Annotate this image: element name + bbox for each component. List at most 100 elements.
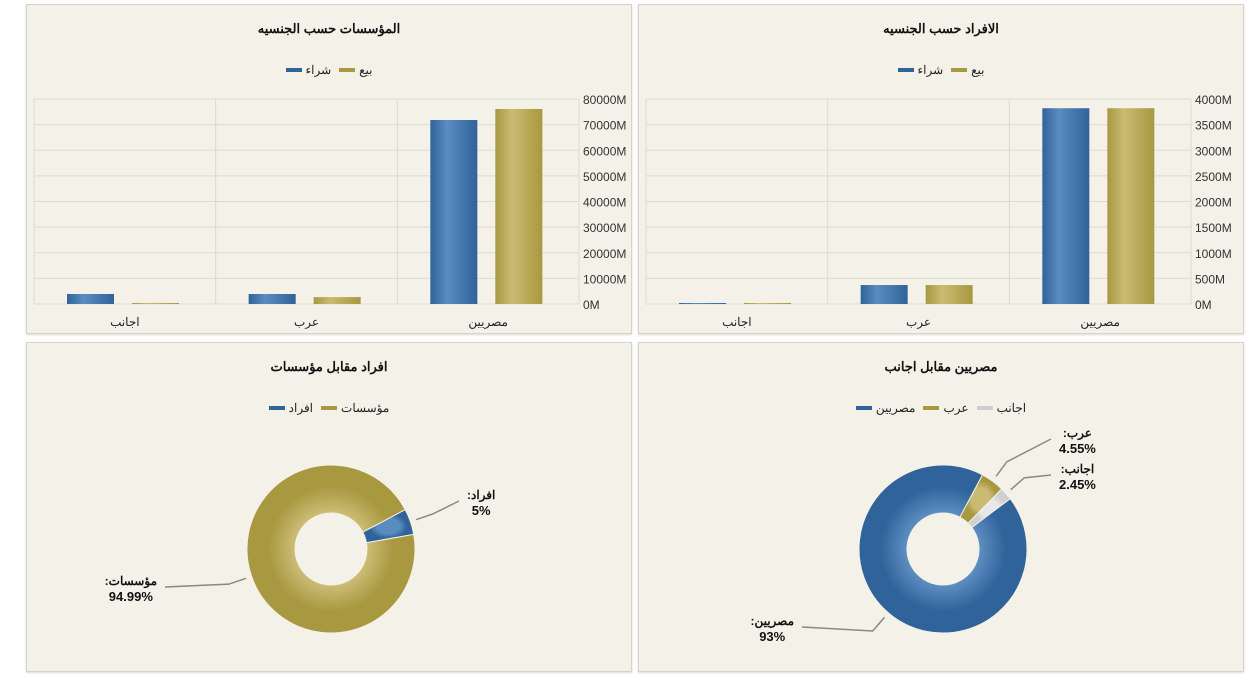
- bar-sell[interactable]: [495, 108, 543, 305]
- y-tick-label: 2000M: [1195, 196, 1232, 210]
- y-tick-label: 3500M: [1195, 119, 1232, 133]
- legend-swatch: [976, 406, 993, 410]
- legend-label: اجانب: [996, 401, 1027, 415]
- data-label-name: اجانب:: [1060, 462, 1095, 476]
- legend-label: شراء: [917, 63, 944, 77]
- leader-line: [801, 616, 885, 632]
- data-label-value: 2.45%: [1059, 477, 1096, 492]
- donut-slice[interactable]: [246, 464, 416, 634]
- bar-sell[interactable]: [744, 303, 791, 304]
- y-tick-label: 60000M: [583, 144, 626, 158]
- legend-label: افراد: [288, 401, 314, 415]
- data-label-name: افراد:: [467, 488, 496, 502]
- chart-title: الافراد حسب الجنسيه: [883, 21, 999, 36]
- legend-swatch: [285, 68, 302, 72]
- donut-plot: [801, 438, 1052, 634]
- leader-line: [995, 438, 1052, 477]
- y-tick-label: 3000M: [1195, 144, 1232, 158]
- chart-legend: بيع شراء: [639, 63, 1243, 77]
- chart-title: افراد مقابل مؤسسات: [270, 359, 388, 374]
- legend-swatch: [951, 68, 968, 72]
- chart-title: المؤسسات حسب الجنسيه: [257, 21, 401, 36]
- bar-plot: 0M 10000M 20000M 30000M 40000M 50000M 60000M 70…: [33, 93, 626, 329]
- data-label-name: مؤسسات:: [104, 574, 157, 588]
- bar-plot: 0M 500M 1000M 1500M 2000M 2500M 3000M 3500M 4000…: [645, 93, 1232, 329]
- chart-legend: اجانب عرب مصريين: [639, 401, 1243, 415]
- x-tick-label: عرب: [906, 315, 931, 329]
- legend-label: مصريين: [875, 401, 916, 415]
- data-label: مؤسسات: 94.99%: [105, 573, 157, 605]
- y-tick-label: 10000M: [583, 272, 626, 286]
- legend-label: بيع: [971, 63, 985, 77]
- bar-buy[interactable]: [430, 120, 478, 304]
- data-label: مصريين: 93%: [750, 613, 794, 645]
- legend-item-buy[interactable]: شراء: [285, 63, 332, 77]
- x-tick-label: عرب: [294, 315, 319, 329]
- data-label-value: 93%: [759, 629, 786, 644]
- bar-sell[interactable]: [925, 285, 973, 304]
- y-tick-label: 500M: [1195, 272, 1225, 286]
- bar-buy[interactable]: [248, 294, 296, 304]
- bar-buy[interactable]: [67, 294, 114, 304]
- data-label-value: 5%: [471, 503, 491, 518]
- leader-line: [164, 577, 247, 588]
- y-tick-label: 2500M: [1195, 170, 1232, 184]
- institutions-by-nationality-chart: المؤسسات حسب الجنسيه بيع شراء 0M 10000M 20…: [26, 4, 632, 334]
- bar-buy[interactable]: [679, 303, 726, 304]
- y-tick-label: 50000M: [583, 170, 626, 184]
- legend-item-arabs[interactable]: عرب: [923, 401, 969, 415]
- y-tick-label: 30000M: [583, 221, 626, 235]
- legend-label: شراء: [305, 63, 332, 77]
- leader-line: [1010, 474, 1052, 491]
- x-tick-label: اجانب: [722, 315, 752, 329]
- bar-sell[interactable]: [132, 302, 179, 304]
- data-label-name: مصريين:: [750, 614, 794, 628]
- data-label: اجانب: 2.45%: [1059, 461, 1096, 493]
- y-tick-label: 4000M: [1195, 93, 1232, 107]
- y-tick-label: 0M: [1195, 298, 1212, 312]
- data-label: عرب: 4.55%: [1059, 425, 1096, 457]
- chart-legend: بيع شراء: [27, 63, 631, 77]
- data-label-name: عرب:: [1062, 426, 1092, 440]
- leader-line: [415, 500, 460, 521]
- chart-legend: مؤسسات افراد: [27, 401, 631, 415]
- legend-swatch: [268, 406, 285, 410]
- bar-sell[interactable]: [1107, 108, 1155, 304]
- bar-buy[interactable]: [1042, 108, 1090, 304]
- x-tick-label: مصريين: [1080, 315, 1120, 329]
- y-tick-label: 20000M: [583, 247, 626, 261]
- y-tick-label: 1500M: [1195, 221, 1232, 235]
- legend-label: بيع: [359, 63, 373, 77]
- bar-sell[interactable]: [313, 297, 361, 304]
- legend-item-buy[interactable]: شراء: [897, 63, 944, 77]
- donut-plot: [164, 464, 460, 634]
- legend-item-sell[interactable]: بيع: [339, 63, 373, 77]
- egyptians-vs-foreigners-chart: مصريين مقابل اجانب اجانب عرب مصريين عرب:…: [638, 342, 1244, 672]
- legend-item-sell[interactable]: بيع: [951, 63, 985, 77]
- legend-swatch: [321, 406, 338, 410]
- donut-slice[interactable]: [858, 464, 1028, 634]
- legend-item-individuals[interactable]: افراد: [268, 401, 314, 415]
- x-tick-label: مصريين: [468, 315, 508, 329]
- y-tick-label: 70000M: [583, 119, 626, 133]
- bar-buy[interactable]: [860, 285, 908, 304]
- y-tick-label: 40000M: [583, 196, 626, 210]
- y-tick-label: 1000M: [1195, 247, 1232, 261]
- legend-label: عرب: [943, 401, 969, 415]
- y-tick-label: 80000M: [583, 93, 626, 107]
- y-tick-label: 0M: [583, 298, 600, 312]
- data-label-value: 94.99%: [108, 589, 153, 604]
- legend-label: مؤسسات: [341, 401, 390, 415]
- legend-swatch: [897, 68, 914, 72]
- x-tick-label: اجانب: [110, 315, 140, 329]
- legend-swatch: [855, 406, 872, 410]
- individuals-vs-institutions-chart: افراد مقابل مؤسسات مؤسسات افراد افراد: 5%…: [26, 342, 632, 672]
- individuals-by-nationality-chart: الافراد حسب الجنسيه بيع شراء 0M 500M 1000M…: [638, 4, 1244, 334]
- legend-item-egyptians[interactable]: مصريين: [855, 401, 916, 415]
- data-label-value: 4.55%: [1059, 441, 1096, 456]
- legend-item-foreigners[interactable]: اجانب: [976, 401, 1027, 415]
- data-label: افراد: 5%: [467, 487, 495, 519]
- legend-swatch: [339, 68, 356, 72]
- legend-item-institutions[interactable]: مؤسسات: [321, 401, 389, 415]
- chart-title: مصريين مقابل اجانب: [884, 359, 998, 374]
